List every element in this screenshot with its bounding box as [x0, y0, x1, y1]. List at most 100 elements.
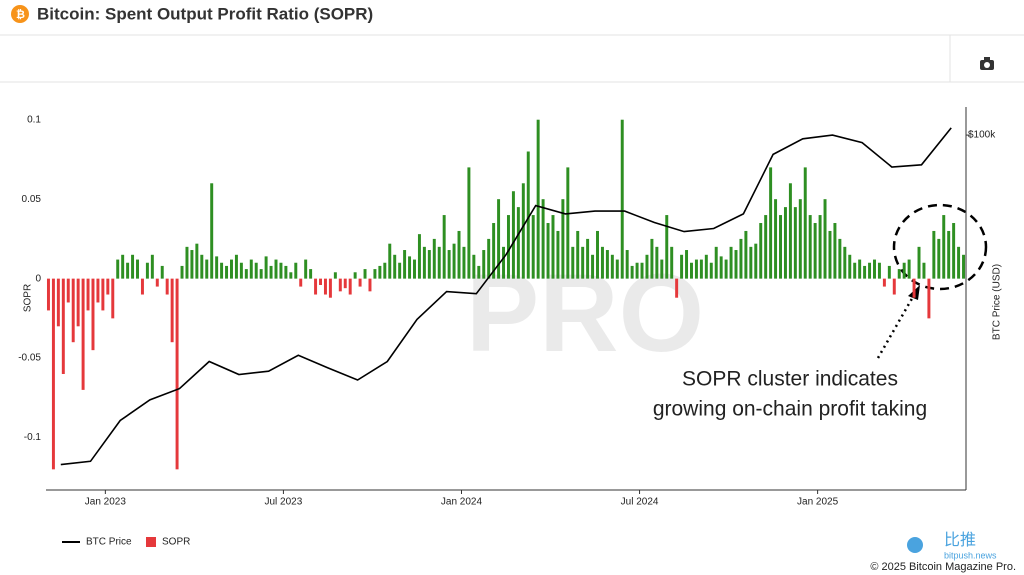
sopr-bar [620, 119, 624, 279]
sopr-bar [596, 230, 599, 279]
sopr-bar [892, 278, 896, 295]
camera-lens [984, 62, 990, 68]
sopr-bar [403, 250, 407, 279]
sopr-bar [670, 246, 674, 279]
sopr-bar [205, 259, 209, 279]
sopr-bar [437, 246, 441, 279]
sopr-bar [793, 207, 797, 279]
sopr-bar [66, 278, 70, 303]
sopr-bar [922, 262, 926, 279]
sopr-bar [709, 262, 713, 279]
sopr-bar [506, 215, 510, 279]
sopr-bar [902, 262, 906, 279]
sopr-bar [551, 215, 555, 279]
sopr-bar [121, 254, 125, 279]
sopr-bar [615, 259, 619, 279]
sopr-bar [749, 246, 753, 279]
sopr-bar [947, 230, 951, 279]
camera-button[interactable] [980, 57, 994, 70]
sopr-bar [190, 250, 194, 279]
sopr-bar [61, 278, 65, 374]
sopr-bar [210, 183, 214, 279]
sopr-bar [769, 167, 773, 279]
sopr-bar [541, 199, 545, 279]
sopr-bar [299, 278, 303, 287]
sopr-bar [917, 246, 921, 279]
sopr-bar [427, 250, 431, 279]
sopr-bar [650, 238, 654, 279]
y-tick-label: 0.1 [27, 114, 41, 125]
sopr-bar [373, 269, 377, 279]
sopr-bar [180, 265, 184, 279]
y2-axis-title: BTC Price (USD) [992, 264, 1003, 340]
sopr-bar [244, 269, 248, 279]
x-tick-label: Jan 2025 [797, 497, 839, 508]
sopr-bar [215, 256, 219, 279]
sopr-bar [576, 230, 580, 279]
legend-bar-swatch [146, 537, 156, 547]
sopr-bar [531, 215, 535, 279]
sopr-bar [46, 278, 50, 311]
sopr-bar [803, 167, 807, 279]
sopr-bar [492, 223, 496, 279]
sopr-bar [640, 262, 644, 279]
x-tick-label: Jul 2024 [621, 497, 659, 508]
sopr-bar [591, 254, 595, 279]
sopr-bar [744, 230, 748, 279]
legend-label: SOPR [162, 537, 190, 548]
sopr-bar [962, 254, 966, 279]
sopr-bar [165, 278, 169, 295]
sopr-bar [694, 259, 698, 279]
sopr-bar [655, 246, 659, 279]
sopr-bar [863, 265, 867, 279]
sopr-bar [353, 272, 357, 279]
sopr-bar [378, 265, 382, 279]
sopr-bar [798, 199, 802, 279]
sopr-bar [225, 265, 229, 279]
sopr-bar [823, 199, 827, 279]
sopr-bar [759, 223, 763, 279]
sopr-bar [393, 254, 397, 279]
sopr-bar [482, 250, 486, 279]
sopr-bar [605, 250, 609, 279]
sopr-bar [937, 238, 941, 279]
sopr-bar [457, 230, 461, 279]
sopr-bar [422, 246, 426, 279]
brand: 比推 [944, 531, 976, 549]
sopr-bar [511, 191, 515, 279]
watermark: PRO [466, 252, 704, 375]
sopr-bar [581, 246, 585, 279]
sopr-bar [452, 243, 456, 279]
sopr-bar [868, 262, 872, 279]
sopr-bar [783, 207, 787, 279]
sopr-bar [957, 246, 961, 279]
sopr-bar [635, 262, 639, 279]
y-tick-label: -0.1 [24, 432, 42, 443]
sopr-bar [195, 243, 199, 279]
sopr-bar [323, 278, 327, 295]
sopr-bar [536, 119, 540, 279]
sopr-bar [561, 199, 565, 279]
sopr-bar [877, 262, 881, 279]
sopr-bar [516, 207, 520, 279]
bitpush-logo [907, 537, 923, 553]
sopr-bar [808, 215, 812, 279]
x-tick-label: Jan 2023 [85, 497, 127, 508]
sopr-bar [343, 278, 347, 289]
sopr-bar [274, 259, 278, 279]
sopr-bar [477, 265, 481, 279]
sopr-bar [358, 278, 362, 287]
sopr-bar [56, 278, 60, 327]
camera-top [984, 57, 990, 61]
sopr-bar [319, 278, 322, 285]
sopr-bar [150, 254, 154, 279]
sopr-bar [828, 230, 832, 279]
y-tick-label: 0.05 [22, 194, 42, 205]
sopr-bar [254, 262, 258, 279]
sopr-bar [853, 262, 857, 279]
sopr-bar [269, 265, 273, 279]
sopr-bar [51, 278, 55, 470]
sopr-bar [546, 223, 550, 279]
sopr-bar [714, 246, 718, 279]
sopr-bar [873, 259, 876, 279]
